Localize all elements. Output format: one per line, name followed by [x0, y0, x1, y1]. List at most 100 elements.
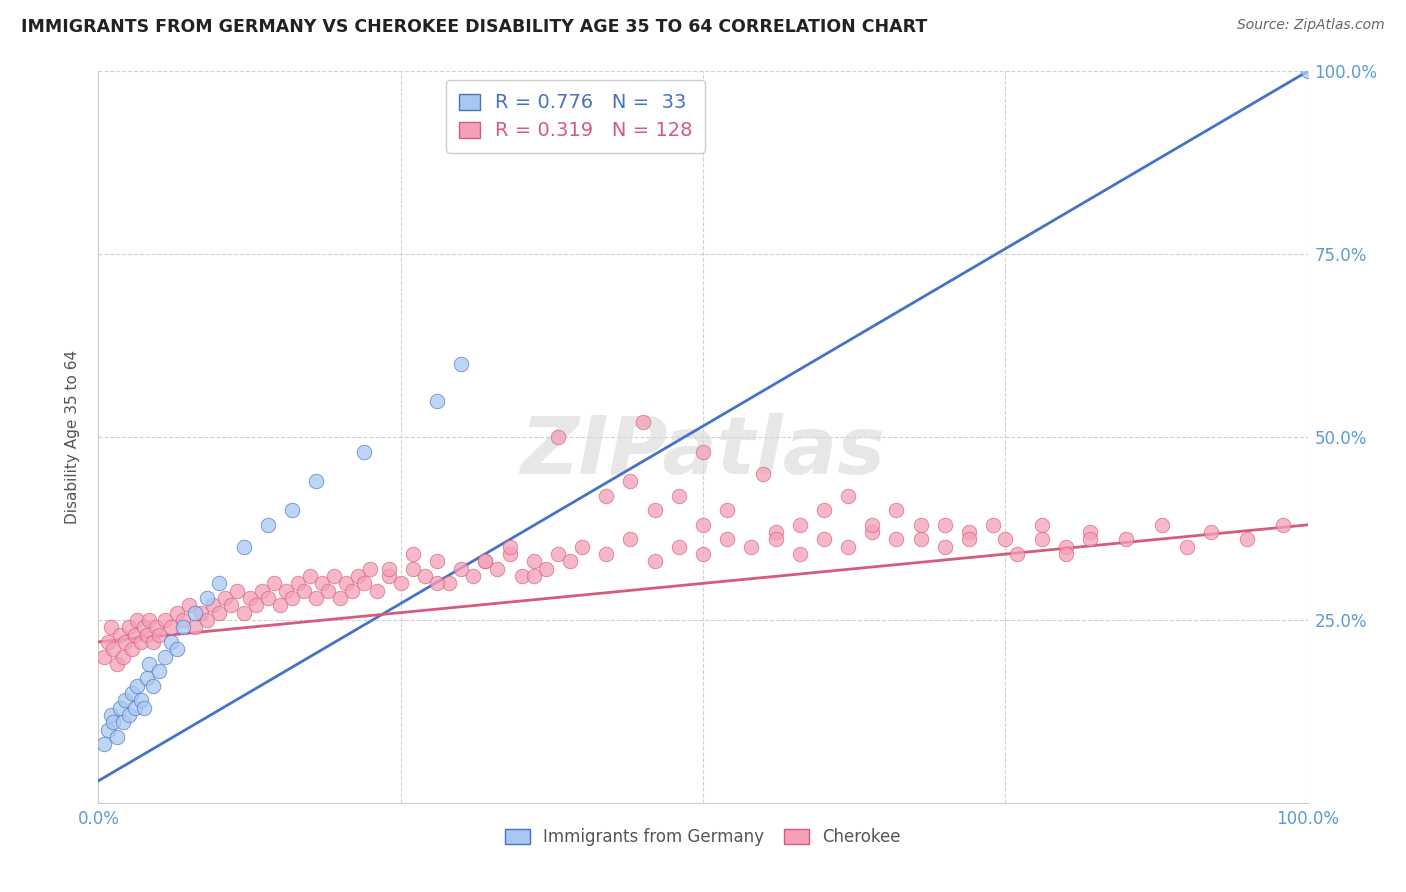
Point	[1054, 547, 1077, 561]
Point	[129, 635, 152, 649]
Point	[269, 599, 291, 613]
Point	[105, 730, 128, 744]
Point	[668, 540, 690, 554]
Point	[153, 649, 176, 664]
Point	[208, 606, 231, 620]
Point	[111, 649, 134, 664]
Point	[226, 583, 249, 598]
Point	[752, 467, 775, 481]
Point	[619, 533, 641, 547]
Point	[214, 591, 236, 605]
Point	[1199, 525, 1222, 540]
Point	[523, 554, 546, 568]
Point	[353, 576, 375, 591]
Point	[305, 474, 328, 488]
Point	[644, 554, 666, 568]
Point	[292, 583, 315, 598]
Point	[981, 517, 1004, 532]
Point	[281, 591, 304, 605]
Point	[510, 569, 533, 583]
Point	[644, 503, 666, 517]
Point	[100, 620, 122, 634]
Point	[316, 583, 339, 598]
Point	[595, 547, 617, 561]
Point	[860, 517, 883, 532]
Point	[190, 606, 212, 620]
Point	[100, 708, 122, 723]
Point	[148, 664, 170, 678]
Point	[934, 540, 956, 554]
Point	[127, 613, 149, 627]
Point	[299, 569, 322, 583]
Point	[121, 642, 143, 657]
Point	[134, 700, 156, 714]
Text: ZIPatlas: ZIPatlas	[520, 413, 886, 491]
Point	[353, 444, 375, 458]
Point	[1031, 517, 1053, 532]
Point	[1078, 525, 1101, 540]
Point	[498, 547, 520, 561]
Point	[1175, 540, 1198, 554]
Point	[347, 569, 370, 583]
Point	[179, 599, 201, 613]
Point	[957, 533, 980, 547]
Point	[631, 416, 654, 430]
Point	[329, 591, 352, 605]
Point	[135, 672, 157, 686]
Point	[124, 627, 146, 641]
Point	[1115, 533, 1137, 547]
Point	[93, 737, 115, 751]
Point	[360, 562, 382, 576]
Point	[389, 576, 412, 591]
Point	[160, 620, 183, 634]
Point	[813, 503, 835, 517]
Y-axis label: Disability Age 35 to 64: Disability Age 35 to 64	[65, 350, 80, 524]
Point	[437, 576, 460, 591]
Point	[837, 489, 859, 503]
Point	[342, 583, 364, 598]
Point	[138, 613, 160, 627]
Point	[765, 525, 787, 540]
Point	[281, 503, 304, 517]
Point	[335, 576, 357, 591]
Point	[195, 613, 218, 627]
Point	[450, 562, 472, 576]
Point	[413, 569, 436, 583]
Point	[789, 517, 811, 532]
Point	[957, 525, 980, 540]
Point	[124, 700, 146, 714]
Point	[813, 533, 835, 547]
Point	[994, 533, 1017, 547]
Point	[121, 686, 143, 700]
Point	[837, 540, 859, 554]
Point	[145, 620, 167, 634]
Point	[619, 474, 641, 488]
Point	[184, 606, 207, 620]
Point	[105, 657, 128, 671]
Text: Source: ZipAtlas.com: Source: ZipAtlas.com	[1237, 18, 1385, 32]
Point	[166, 606, 188, 620]
Point	[1152, 517, 1174, 532]
Point	[886, 533, 908, 547]
Point	[426, 393, 449, 408]
Point	[571, 540, 593, 554]
Point	[534, 562, 557, 576]
Point	[274, 583, 297, 598]
Point	[323, 569, 346, 583]
Point	[426, 554, 449, 568]
Point	[256, 517, 278, 532]
Point	[426, 576, 449, 591]
Point	[153, 613, 176, 627]
Point	[1007, 547, 1029, 561]
Point	[692, 547, 714, 561]
Point	[474, 554, 496, 568]
Point	[101, 642, 124, 657]
Point	[134, 620, 156, 634]
Point	[402, 562, 425, 576]
Point	[366, 583, 388, 598]
Point	[172, 620, 194, 634]
Point	[208, 576, 231, 591]
Point	[114, 635, 136, 649]
Point	[547, 430, 569, 444]
Point	[287, 576, 309, 591]
